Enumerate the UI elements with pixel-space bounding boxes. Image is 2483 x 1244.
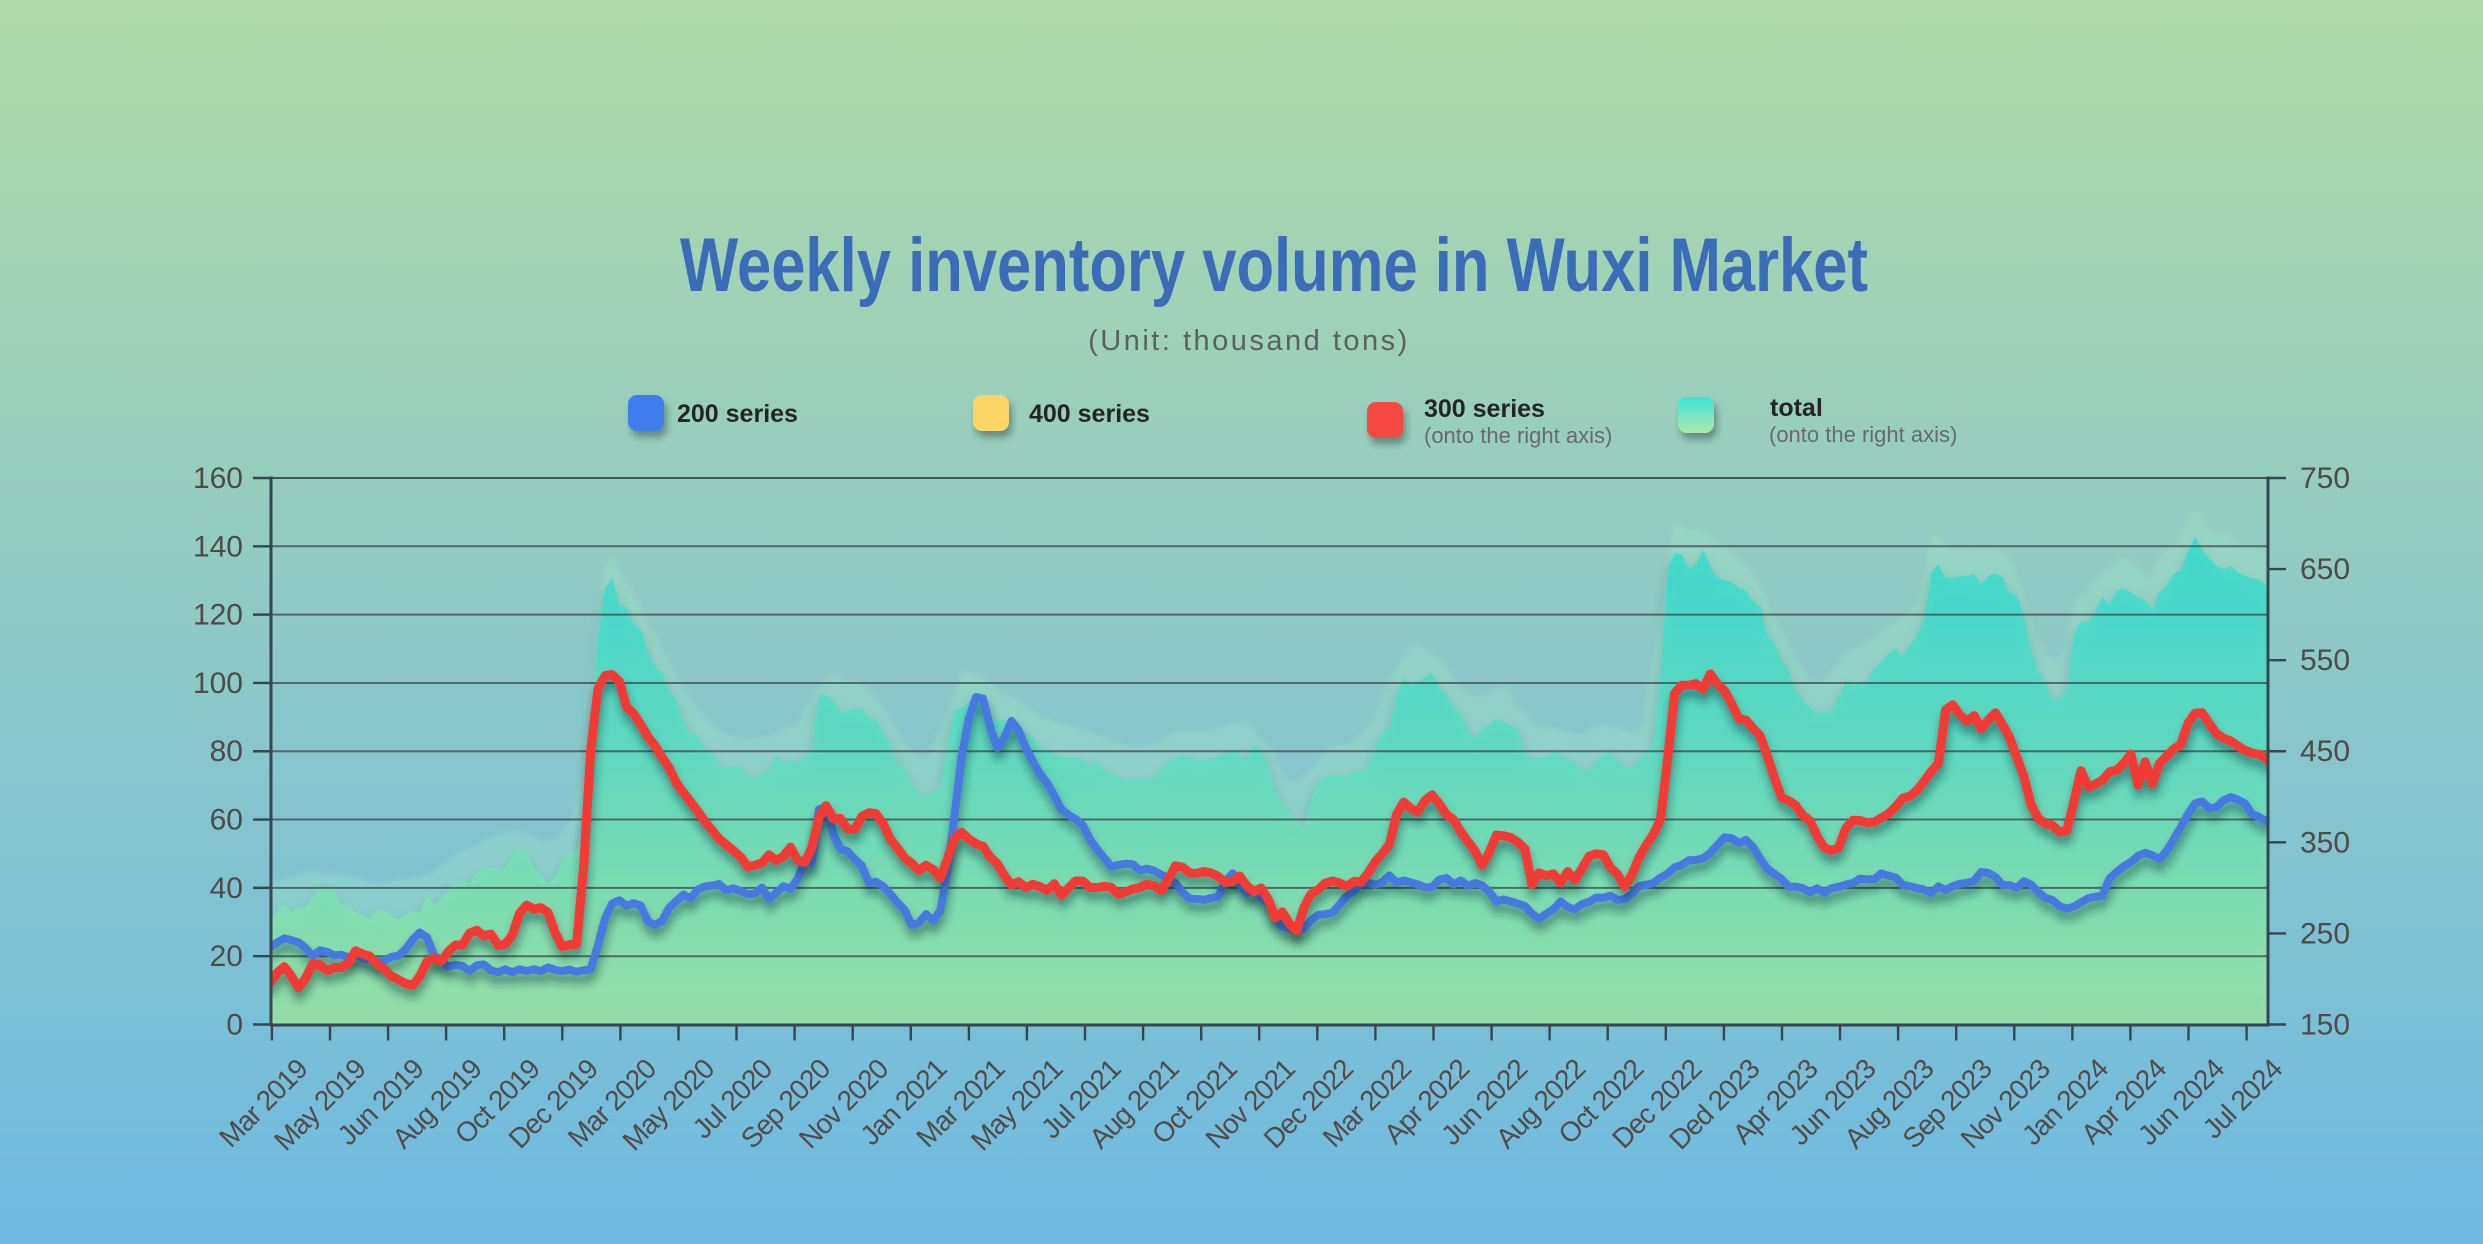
- svg-text:20: 20: [210, 940, 243, 973]
- svg-text:120: 120: [193, 599, 243, 632]
- svg-text:150: 150: [2300, 1009, 2350, 1042]
- svg-text:(Unit: thousand tons): (Unit: thousand tons): [1088, 325, 1410, 357]
- svg-text:250: 250: [2300, 917, 2350, 950]
- svg-text:(onto the right axis): (onto the right axis): [1424, 423, 1612, 448]
- svg-text:200 series: 200 series: [677, 400, 798, 428]
- svg-text:Weekly inventory volume in Wux: Weekly inventory volume in Wuxi Market: [680, 223, 1868, 308]
- svg-text:40: 40: [210, 872, 243, 905]
- svg-text:(onto the right axis): (onto the right axis): [1769, 422, 1957, 447]
- svg-text:350: 350: [2300, 826, 2350, 859]
- svg-text:80: 80: [210, 735, 243, 768]
- svg-text:750: 750: [2300, 462, 2350, 495]
- svg-text:550: 550: [2300, 644, 2350, 677]
- svg-text:140: 140: [193, 530, 243, 563]
- svg-text:0: 0: [226, 1009, 243, 1042]
- svg-text:60: 60: [210, 804, 243, 837]
- svg-text:450: 450: [2300, 735, 2350, 768]
- svg-text:650: 650: [2300, 553, 2350, 586]
- svg-text:total: total: [1770, 394, 1823, 422]
- svg-text:300 series: 300 series: [1424, 395, 1545, 423]
- svg-text:400 series: 400 series: [1029, 400, 1150, 428]
- svg-text:160: 160: [193, 462, 243, 495]
- svg-text:100: 100: [193, 667, 243, 700]
